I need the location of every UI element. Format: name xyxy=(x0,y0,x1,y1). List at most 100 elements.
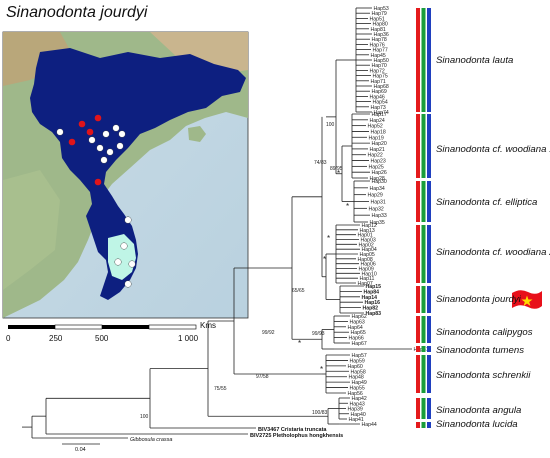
tip-label: Hap10 xyxy=(362,271,377,277)
tip-label: Hap82 xyxy=(363,306,379,312)
tip-label: Hap53 xyxy=(374,6,389,12)
tip-label: Hap33 xyxy=(372,213,387,219)
tip-label: Hap24 xyxy=(370,118,385,124)
map-scale-tick: 1 000 xyxy=(178,334,199,343)
clade-color-bar xyxy=(421,316,426,343)
tree-scale-label: 0.04 xyxy=(75,447,86,453)
site-marker xyxy=(116,142,124,150)
tip-label: Hap54 xyxy=(373,100,388,106)
clade-color-bar xyxy=(416,181,420,222)
clade-color-bar xyxy=(427,181,431,222)
clade-label-tumens: Sinanodonta tumens xyxy=(436,345,525,356)
tip-label: Hap14 xyxy=(362,295,378,301)
tip-label: Hap77 xyxy=(373,48,388,54)
clade-color-bar xyxy=(421,355,426,393)
support-value: 75/55 xyxy=(214,386,227,392)
tip-label: Hap11 xyxy=(360,276,375,282)
tip-label: Hap32 xyxy=(369,206,384,212)
tip-label: Hap43 xyxy=(350,401,365,407)
support-asterisk: * xyxy=(337,169,340,178)
tip-label: Hap48 xyxy=(349,375,364,381)
tip-label: Hap58 xyxy=(351,369,366,375)
tip-label: Hap57 xyxy=(352,353,367,359)
site-marker xyxy=(96,144,104,152)
tip-label: Hap65 xyxy=(351,330,366,336)
tip-label: Hap75 xyxy=(373,74,388,80)
clade-color-bar xyxy=(421,286,426,313)
tip-label: Hap41 xyxy=(349,417,364,423)
tip-label: Hap21 xyxy=(370,147,385,153)
support-asterisk: * xyxy=(298,339,301,348)
clade-color-bar xyxy=(421,225,426,283)
site-marker xyxy=(124,216,132,224)
tip-label: Hap34 xyxy=(370,186,385,192)
clade-color-bar xyxy=(421,398,426,419)
site-marker xyxy=(128,260,136,268)
tip-label: Hap20 xyxy=(372,141,387,147)
tip-label: Hap59 xyxy=(350,358,365,364)
site-marker xyxy=(94,114,102,122)
tip-label: Hap36 xyxy=(374,32,389,38)
tip-label: Hap84 xyxy=(364,289,380,295)
tip-labels: Hap53Hap79Hap51Hap80Hap81Hap36Hap78Hap76… xyxy=(348,6,429,428)
support-value: 100/83 xyxy=(312,410,328,416)
clade-color-bar xyxy=(416,286,420,313)
sampling-sites xyxy=(56,114,136,288)
tip-label: Hap74 xyxy=(374,110,389,116)
tip-label: Hap15 xyxy=(366,284,382,290)
tip-label: Hap40 xyxy=(351,412,366,418)
tip-label: Hap52 xyxy=(368,124,383,130)
clade-color-bar xyxy=(427,8,431,112)
map-scale-tick: 500 xyxy=(95,334,109,343)
tip-label: Hap29 xyxy=(368,193,383,199)
tip-label: Hap35 xyxy=(370,220,385,226)
clade-color-bar xyxy=(421,8,426,112)
figure-title: Sinanodonta jourdyi xyxy=(6,4,148,21)
support-asterisk: * xyxy=(320,365,323,374)
clade-color-bar xyxy=(421,346,426,352)
clade-color-bar xyxy=(427,346,431,352)
clade-label-lucida: Sinanodonta lucida xyxy=(436,419,518,430)
tip-label: Hap39 xyxy=(348,407,363,413)
tip-label: Hap50 xyxy=(374,58,389,64)
site-marker xyxy=(102,130,110,138)
tip-label: Hap79 xyxy=(372,11,387,17)
tip-label: Hap22 xyxy=(368,153,383,159)
vietnam-flag-icon xyxy=(512,290,542,309)
tip-label: Hap44 xyxy=(362,422,377,428)
clade-label-angula: Sinanodonta angula xyxy=(436,405,522,416)
clade-color-bar xyxy=(416,225,420,283)
tip-label: Hap45 xyxy=(371,53,386,59)
support-value: 99/93 xyxy=(312,331,325,337)
clade-label-woodiana2: Sinanodonta cf. woodiana 2 xyxy=(436,247,550,258)
clade-color-bar xyxy=(416,355,420,393)
tip-label: Hap13 xyxy=(360,228,375,234)
site-marker xyxy=(112,124,120,132)
tip-label: Hap16 xyxy=(365,300,381,306)
support-value: 65/65 xyxy=(292,288,305,294)
tip-label: Hap12 xyxy=(362,223,377,229)
clade-label-jourdyi: Sinanodonta jourdyi xyxy=(436,294,521,305)
clade-color-bar xyxy=(427,398,431,419)
tip-label: Hap49 xyxy=(352,380,367,386)
tip-label: Hap68 xyxy=(374,84,389,90)
tip-label: Hap01 xyxy=(358,233,373,239)
site-marker xyxy=(100,156,108,164)
clade-color-bar xyxy=(427,422,431,428)
tip-label: Hap30 xyxy=(372,179,387,185)
outgroup-label: BIV2725 Pletholophus hongkhensis xyxy=(250,433,344,439)
tip-label: Hap72 xyxy=(370,68,385,74)
tip-label: Hap56 xyxy=(348,391,363,397)
tip-label: Hap09 xyxy=(359,267,374,273)
clade-color-bar xyxy=(416,316,420,343)
map-scale-tick: 0 xyxy=(6,334,11,343)
tip-label: Hap03 xyxy=(361,238,376,244)
clade-label-calipygos: Sinanodonta calipygos xyxy=(436,327,533,338)
clade-color-bar xyxy=(416,422,420,428)
tip-label: Hap76 xyxy=(370,42,385,48)
tip-label: Hap23 xyxy=(371,159,386,165)
tip-label: Hap07 xyxy=(358,281,373,287)
